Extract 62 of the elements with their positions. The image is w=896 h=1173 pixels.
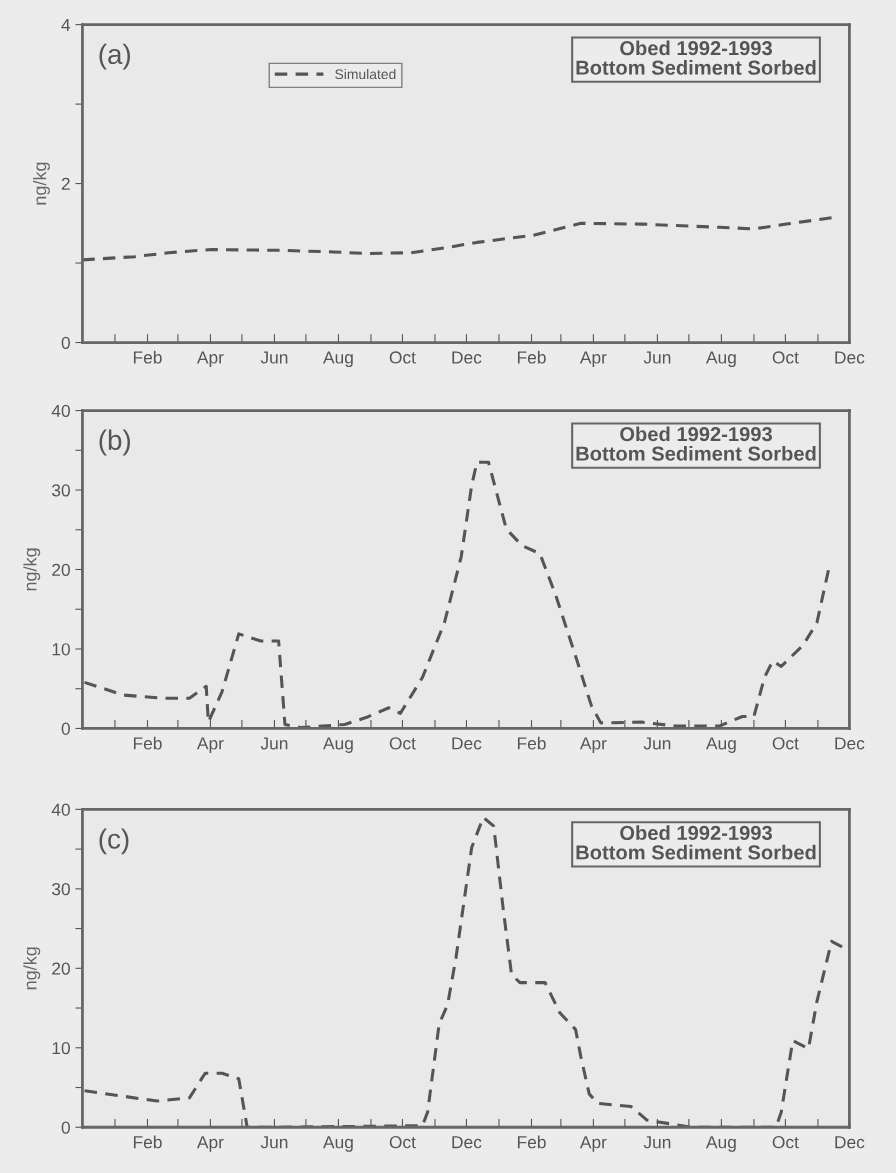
x-tick-label: Oct [772,737,799,750]
line-series [83,815,844,1128]
x-tick-label: Apr [196,737,224,753]
x-tick-label: Apr [196,1136,224,1152]
legend-label: Simulated [335,68,396,80]
x-tick-label: Oct [772,1136,799,1149]
x-tick-label: Dec [835,1136,865,1149]
line-series [83,460,830,729]
y-tick-label: 0 [61,722,70,735]
x-tick-label: Oct [389,351,416,364]
x-tick-label: Jun [260,1136,288,1149]
x-tick-label: Feb [133,736,162,750]
y-tick-label: 2 [61,177,70,190]
x-tick-label: Jun [643,737,671,750]
x-tick-label: Jun [643,351,671,364]
y-axis-title: ng/kg [33,162,50,205]
y-tick-label: 20 [52,563,70,576]
text: Obed 1992-1993 Bottom Sediment Sorbed [576,426,816,461]
y-tick-label: 4 [61,18,71,31]
x-tick-label: Jun [260,351,288,364]
x-tick-label: Dec [452,737,482,750]
x-tick-label: Feb [133,1135,162,1149]
text: Obed 1992-1993 Bottom Sediment Sorbed [576,40,816,75]
y-tick-label: 10 [52,1041,70,1055]
annotation: (c) [99,828,129,855]
y-tick-label: 40 [51,803,70,816]
x-tick-label: Aug [323,351,353,368]
annotation: (a) [99,43,130,70]
y-tick-label: 30 [51,883,70,896]
x-tick-label: Feb [517,736,546,750]
x-tick-label: Dec [452,1136,482,1149]
x-tick-label: Aug [705,351,736,368]
y-tick-label: 0 [61,336,70,349]
x-tick-label: Dec [835,351,865,364]
x-tick-label: Dec [452,351,482,364]
annotation: (b) [99,429,130,456]
x-tick-label: Apr [579,351,607,368]
y-tick-label: 20 [52,962,70,975]
x-tick-label: Oct [389,1136,416,1149]
y-tick-label: 0 [61,1121,70,1134]
x-tick-label: Oct [389,737,416,750]
x-tick-label: Aug [323,737,353,753]
x-tick-label: Apr [579,737,607,753]
x-tick-label: Feb [133,350,162,364]
x-tick-label: Apr [579,1136,607,1152]
x-tick-label: Aug [705,737,736,753]
y-tick-label: 40 [51,404,70,418]
x-tick-label: Feb [517,350,546,364]
y-axis-title: ng/kg [23,548,41,591]
y-tick-label: 30 [51,484,70,497]
x-tick-label: Aug [705,1136,736,1152]
x-tick-label: Apr [196,351,224,368]
x-tick-label: Dec [835,737,865,750]
x-tick-label: Oct [772,351,799,364]
y-tick-label: 10 [52,643,70,656]
x-tick-label: Jun [260,737,288,750]
text: Obed 1992-1993 Bottom Sediment Sorbed [576,825,816,860]
x-tick-label: Aug [323,1136,353,1152]
line-series [82,216,834,262]
x-tick-label: Feb [517,1135,546,1149]
y-axis-title: ng/kg [23,947,41,990]
x-tick-label: Jun [643,1136,671,1149]
